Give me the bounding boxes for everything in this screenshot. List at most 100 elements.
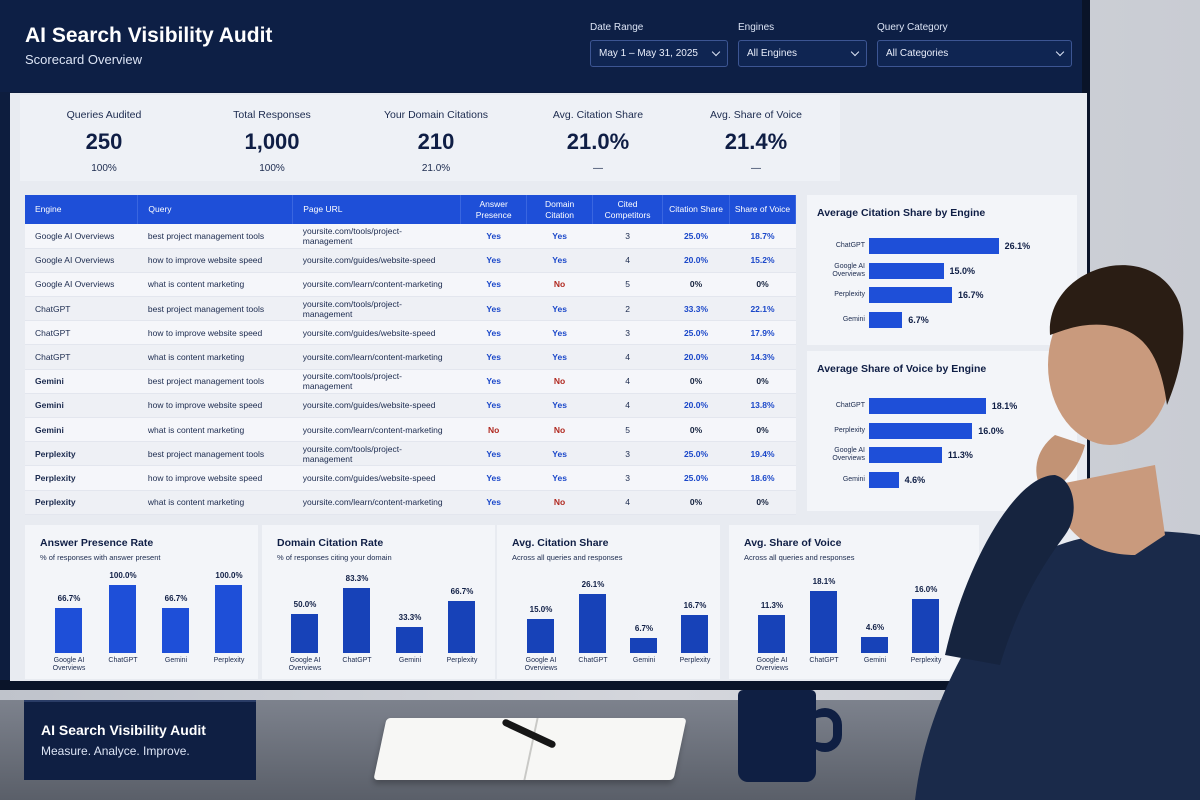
bar-row: Perplexity 16.0% <box>807 422 1077 439</box>
bar-value-label: 100.0% <box>215 571 243 580</box>
query-category-select[interactable]: All Categories <box>877 40 1072 67</box>
filter-label: Date Range <box>590 22 644 33</box>
column-header[interactable]: Page URL <box>292 195 462 224</box>
answer-presence-cell: Yes <box>460 344 527 370</box>
bar-value-label: 11.3% <box>947 450 973 460</box>
bar <box>869 262 944 279</box>
panel-subtitle: % of responses with answer present <box>40 553 161 562</box>
kpi-sub: 100% <box>91 163 117 174</box>
table-row[interactable]: ChatGPT what is content marketing yoursite… <box>25 344 796 370</box>
table-row[interactable]: ChatGPT how to improve website speed yours… <box>25 320 796 346</box>
query-cell: how to improve website speed <box>137 393 293 419</box>
bar-value-label: 26.1% <box>581 579 605 589</box>
bar-category-label: Perplexity <box>213 657 245 664</box>
domain-citation-cell: Yes <box>526 320 593 346</box>
column-header[interactable]: Query <box>137 195 294 224</box>
column-header[interactable]: Engine <box>25 195 139 224</box>
query-cell: best project management tools <box>137 296 293 322</box>
kpi-value: 21.4% <box>724 129 788 154</box>
engine-cell: Google AI Overviews <box>25 224 138 249</box>
bar <box>758 614 785 653</box>
engine-cell: ChatGPT <box>25 296 138 322</box>
monitor: AI Search Visibility Audit Scorecard Ove… <box>0 0 1090 690</box>
bar <box>869 447 942 463</box>
cited-competitors-cell: 4 <box>592 369 663 394</box>
table-row[interactable]: Gemini how to improve website speed yoursi… <box>25 393 796 419</box>
table-row[interactable]: Perplexity best project management tools y… <box>25 441 796 467</box>
date-range-select[interactable]: May 1 – May 31, 2025 <box>590 40 728 67</box>
answer-presence-cell: Yes <box>460 296 527 322</box>
bar-row: ChatGPT 18.1% <box>807 398 1077 414</box>
citation-share-cell: 0% <box>662 490 730 515</box>
bar-value-label: 16.7% <box>683 601 707 611</box>
bar-value-label: 16.0% <box>914 584 938 594</box>
engines-select[interactable]: All Engines <box>738 40 867 67</box>
page-url-cell: yoursite.com/learn/content-marketing <box>292 490 461 515</box>
citation-share-cell: 0% <box>662 369 730 394</box>
table-row[interactable]: Google AI Overviews how to improve websit… <box>25 248 796 273</box>
kpi-sub: — <box>593 163 603 174</box>
cited-competitors-cell: 4 <box>592 490 663 515</box>
table-row[interactable]: ChatGPT best project management tools your… <box>25 296 796 322</box>
kpi-sub: 21.0% <box>421 163 451 174</box>
table-row[interactable]: Perplexity what is content marketing yours… <box>25 490 796 515</box>
citation-share-cell: 25.0% <box>662 465 730 491</box>
citation-share-cell: 25.0% <box>662 320 730 346</box>
bar-category-label: ChatGPT <box>108 657 138 664</box>
table-row[interactable]: Google AI Overviews what is content marke… <box>25 272 796 298</box>
table-row[interactable]: Google AI Overviews best project manageme… <box>25 224 796 249</box>
panel-title: Average Citation Share by Engine <box>817 207 986 219</box>
bar-category-label: ChatGPT <box>809 657 839 664</box>
engine-cell: Perplexity <box>25 465 138 491</box>
table-row[interactable]: Gemini what is content marketing yoursite.… <box>25 417 796 443</box>
domain-citation-cell: Yes <box>526 224 593 249</box>
share-of-voice-cell: 18.6% <box>729 465 796 491</box>
column-header[interactable]: Share of Voice <box>729 195 797 224</box>
panel-title: Answer Presence Rate <box>40 537 154 549</box>
page-url-cell: yoursite.com/guides/website-speed <box>292 465 461 491</box>
bar-row: Google AI Overviews 15.0% <box>807 262 1077 279</box>
bar <box>869 311 903 328</box>
share-of-voice-cell: 19.4% <box>729 441 796 467</box>
cited-competitors-cell: 2 <box>592 296 663 322</box>
query-cell: best project management tools <box>137 369 293 394</box>
bar <box>291 614 318 653</box>
page-title: AI Search Visibility Audit <box>25 24 273 47</box>
column-header[interactable]: Answer Presence <box>460 195 528 224</box>
column-header[interactable]: Cited Competitors <box>592 195 664 224</box>
cited-competitors-cell: 3 <box>592 465 663 491</box>
answer-presence-cell: Yes <box>460 441 527 467</box>
column-header[interactable]: Domain Citation <box>526 195 594 224</box>
query-cell: best project management tools <box>137 224 293 249</box>
bar-category-label: Google AI Overviews <box>832 447 865 462</box>
table-header-row: Engine Query Page URL Answer Presence Do… <box>25 195 797 224</box>
domain-citation-cell: No <box>526 417 593 443</box>
bar-value-label: 66.7% <box>450 586 474 596</box>
bar <box>579 593 606 653</box>
bar-category-label: Gemini <box>863 657 887 664</box>
kpi-value: 21.0% <box>566 129 630 154</box>
cited-competitors-cell: 5 <box>592 417 663 443</box>
engine-cell: Perplexity <box>25 441 138 467</box>
query-cell: what is content marketing <box>137 344 293 370</box>
share-of-voice-cell: 22.1% <box>729 296 796 322</box>
bar-row: Google AI Overviews 11.3% <box>807 447 1077 463</box>
kpi-label: Total Responses <box>233 109 311 121</box>
kpi-avg-citation-share: Avg. Citation Share 21.0% — <box>514 95 682 181</box>
table-row[interactable]: Perplexity how to improve website speed yo… <box>25 465 796 491</box>
select-value: May 1 – May 31, 2025 <box>599 48 698 59</box>
bar-value-label: 26.1% <box>1004 241 1031 251</box>
panel-title: Domain Citation Rate <box>277 537 384 549</box>
bar <box>55 607 82 653</box>
domain-citation-cell: Yes <box>526 465 593 491</box>
page-url-cell: yoursite.com/guides/website-speed <box>292 248 461 273</box>
nameplate-title: AI Search Visibility Audit <box>41 722 206 738</box>
bar-value-label: 16.0% <box>978 425 1004 436</box>
table-row[interactable]: Gemini best project management tools yours… <box>25 369 796 394</box>
kpi-avg-share-of-voice: Avg. Share of Voice 21.4% — <box>672 95 840 181</box>
bar <box>396 627 423 653</box>
bar <box>109 585 136 653</box>
column-header[interactable]: Citation Share <box>662 195 730 224</box>
filter-query-category: Query Category All Categories <box>877 22 1072 67</box>
bar-category-label: ChatGPT <box>578 657 608 664</box>
